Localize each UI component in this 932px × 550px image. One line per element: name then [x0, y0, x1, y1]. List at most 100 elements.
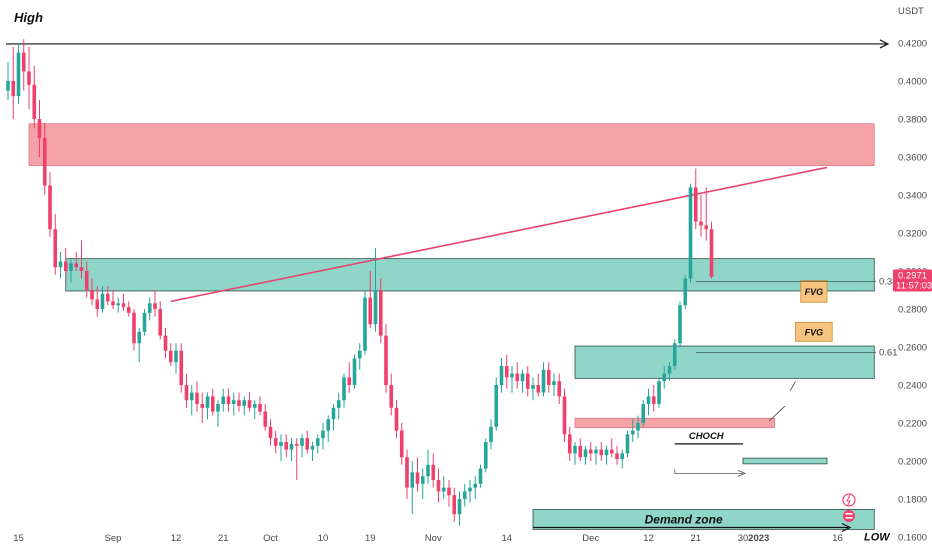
candle-body	[515, 373, 520, 382]
candle-body	[321, 430, 325, 439]
candle-body	[578, 445, 583, 458]
range-bracket	[674, 469, 743, 474]
candle-body	[195, 392, 199, 404]
candle-body	[58, 261, 63, 268]
x-tick-label: Oct	[263, 533, 278, 544]
demand-zone-label: Demand zone	[645, 512, 723, 526]
event-flag-icon	[843, 510, 855, 522]
candle-body	[678, 305, 682, 344]
candle-body	[357, 350, 362, 359]
candle-body	[394, 407, 399, 431]
candle-body	[641, 404, 646, 423]
candle-body	[672, 343, 677, 366]
candle-body	[258, 404, 262, 412]
candle-body	[604, 449, 609, 456]
candle-body	[667, 366, 672, 374]
candle-body	[651, 396, 656, 404]
candle-body	[483, 442, 488, 469]
fvg-box	[795, 321, 833, 342]
candle-body	[300, 438, 304, 446]
small-trend-line	[789, 381, 796, 391]
candle-body	[315, 438, 320, 446]
candle-body	[121, 303, 126, 308]
y-tick-label: 0.2200	[898, 419, 927, 430]
candle-body	[420, 476, 425, 484]
current-price-value: 0.2971	[898, 271, 927, 282]
candle-body	[625, 434, 630, 454]
small-trend-line	[768, 405, 786, 422]
x-tick-label: 16	[832, 533, 843, 544]
annotations-layer: High LOW CHOCH	[14, 10, 891, 544]
candle-body	[557, 381, 562, 397]
candle-body	[525, 373, 530, 389]
candle-body	[620, 453, 625, 460]
x-tick-label: 21	[690, 533, 701, 544]
candle-body	[221, 396, 226, 404]
candle-body	[562, 396, 567, 435]
x-tick-label: 14	[501, 533, 512, 544]
candle-body	[431, 464, 436, 480]
candle-body	[347, 377, 352, 385]
demand-zone	[532, 509, 875, 530]
candle-body	[536, 385, 541, 393]
demand-zone	[742, 457, 828, 465]
candle-body	[326, 419, 331, 431]
candle-body	[179, 350, 184, 385]
candle-body	[84, 271, 89, 290]
candle-body	[452, 495, 457, 515]
candle-body	[252, 404, 257, 408]
candle-body	[247, 400, 252, 408]
candle-body	[384, 335, 388, 385]
candle-body	[504, 366, 509, 378]
candle-body	[657, 381, 661, 404]
candle-body	[279, 442, 283, 446]
candle-body	[69, 263, 73, 271]
candle-body	[699, 221, 703, 226]
candle-body	[342, 377, 346, 401]
range-arrow	[737, 469, 747, 477]
y-tick-label: 0.4000	[898, 77, 927, 88]
candle-body	[368, 297, 373, 325]
candle-body	[709, 229, 714, 277]
y-tick-label: 0.3400	[898, 191, 927, 202]
candle-body	[588, 449, 593, 454]
x-tick-label: 30	[738, 533, 749, 544]
x-tick-label: Nov	[425, 533, 442, 544]
currency-label: USDT	[898, 6, 924, 17]
candle-body	[573, 445, 577, 454]
lines-layer: 0.38 0.61	[6, 39, 898, 533]
candle-body	[16, 52, 21, 97]
choch-label: CHOCH	[689, 431, 725, 442]
fvg-box	[800, 280, 828, 303]
candle-body	[336, 400, 341, 408]
x-tick-label: Sep	[105, 533, 122, 544]
candle-body	[216, 404, 220, 412]
candle-body	[583, 449, 588, 458]
time-axis[interactable]: 15 Sep 12 21 Oct 10 19 Nov 14 Dec 12 21 30 2023 16	[13, 533, 843, 544]
candle-body	[405, 457, 409, 488]
candle-body	[683, 278, 688, 306]
fvg-label: FVG	[805, 327, 824, 337]
candle-body	[510, 373, 514, 378]
y-tick-label: 0.3600	[898, 153, 927, 164]
candle-body	[310, 445, 315, 450]
candle-body	[268, 426, 273, 439]
candle-body	[273, 438, 278, 446]
fib-level-label: 0.38	[879, 276, 898, 287]
x-tick-label: 15	[13, 533, 24, 544]
candle-body	[478, 468, 483, 484]
candle-body	[53, 229, 58, 268]
supply-zone	[28, 123, 875, 166]
candle-body	[352, 358, 357, 385]
candle-body	[184, 385, 189, 401]
candle-body	[457, 499, 462, 515]
candle-body	[636, 423, 640, 431]
candle-body	[132, 312, 136, 344]
candle-body	[37, 119, 42, 138]
candle-body	[158, 309, 163, 336]
candle-body	[237, 400, 241, 406]
candle-body	[126, 307, 131, 313]
candle-body	[263, 411, 268, 427]
